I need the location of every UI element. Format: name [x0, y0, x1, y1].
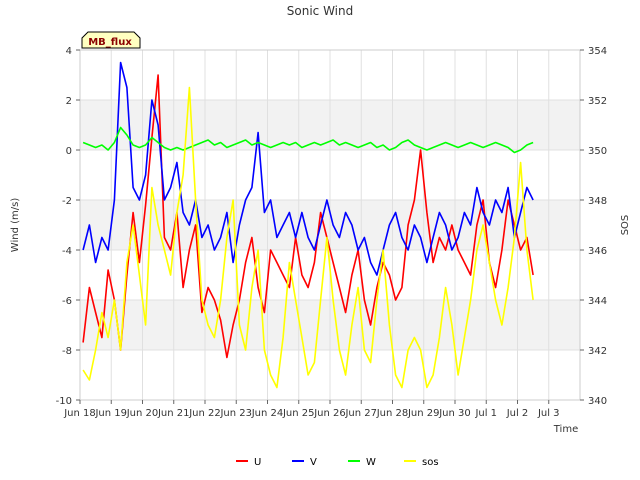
right-tick-label: 346 — [588, 246, 607, 257]
series-line-v — [82, 61, 534, 276]
right-axis: 354 352 350 348 346 344 342 340 — [580, 46, 607, 407]
right-tick-label: 350 — [588, 146, 607, 157]
legend-label-v: V — [310, 457, 317, 468]
right-tick-label: 354 — [588, 46, 607, 57]
x-tick-label: Jun 23 — [219, 408, 252, 419]
series-line-w — [82, 126, 534, 154]
series-line-u — [82, 74, 534, 359]
y-axis-left-title: Wind (m/s) — [10, 198, 21, 253]
series-layer — [82, 61, 534, 389]
x-tick-label: Jul 3 — [537, 408, 560, 419]
x-tick-label: Jun 30 — [438, 408, 471, 419]
badge-label: MB_flux — [88, 37, 132, 48]
left-axis: 4 2 0 -2 -4 -6 -8 -10 — [56, 46, 80, 407]
x-axis-title: Time — [553, 424, 578, 435]
left-tick-label: -6 — [62, 296, 72, 307]
right-tick-label: 348 — [588, 196, 607, 207]
series-line-sos — [82, 86, 534, 389]
left-tick-label: -4 — [62, 246, 72, 257]
left-tick-label: -8 — [62, 346, 72, 357]
left-tick-label: 4 — [66, 46, 72, 57]
x-tick-label: Jun 25 — [282, 408, 315, 419]
right-tick-label: 340 — [588, 396, 607, 407]
chart-title: Sonic Wind — [287, 4, 353, 18]
left-tick-label: -2 — [62, 196, 72, 207]
x-tick-label: Jul 1 — [474, 408, 497, 419]
left-tick-label: -10 — [56, 396, 72, 407]
right-tick-label: 352 — [588, 96, 607, 107]
x-tick-label: Jul 2 — [506, 408, 529, 419]
x-tick-label: Jun 21 — [157, 408, 190, 419]
left-tick-label: 0 — [66, 146, 72, 157]
x-tick-label: Jun 29 — [407, 408, 440, 419]
x-tick-label: Jun 18 — [63, 408, 96, 419]
x-tick-label: Jun 24 — [251, 408, 284, 419]
right-tick-label: 344 — [588, 296, 607, 307]
legend-label-w: W — [366, 457, 376, 468]
x-tick-label: Jun 22 — [188, 408, 221, 419]
right-tick-label: 342 — [588, 346, 607, 357]
x-tick-label: Jun 19 — [94, 408, 127, 419]
x-axis: Jun 18 Jun 19 Jun 20 Jun 21 Jun 22 Jun 23 Jun … — [63, 400, 560, 419]
x-tick-label: Jun 27 — [344, 408, 377, 419]
x-tick-label: Jun 26 — [313, 408, 346, 419]
x-tick-label: Jun 28 — [376, 408, 409, 419]
y-axis-right-title: SOS — [620, 215, 631, 236]
x-tick-label: Jun 20 — [126, 408, 159, 419]
legend-label-sos: sos — [422, 457, 439, 468]
station-badge: MB_flux — [81, 31, 141, 49]
left-tick-label: 2 — [66, 96, 72, 107]
badge-shape — [81, 31, 141, 49]
legend-label-u: U — [254, 457, 261, 468]
